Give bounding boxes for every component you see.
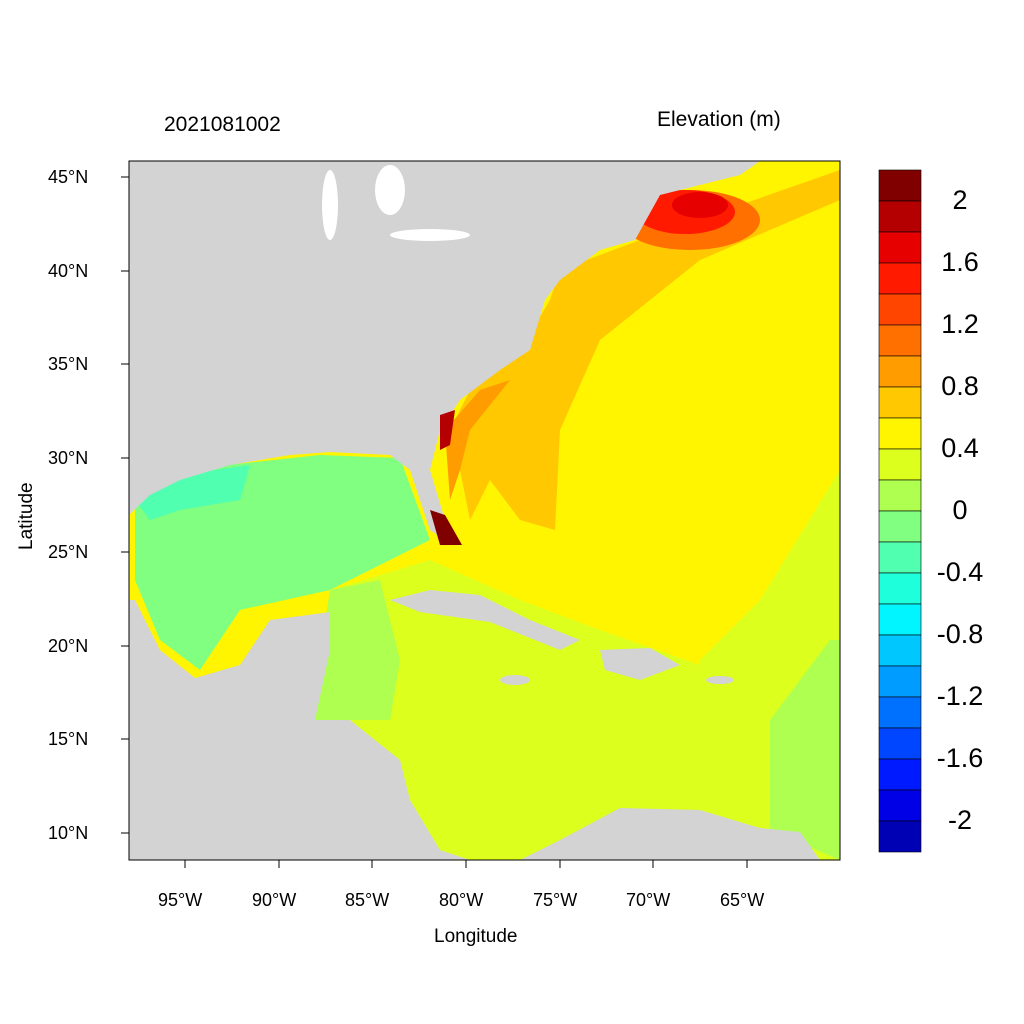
- colorbar-swatch: [878, 448, 922, 481]
- land: [129, 161, 820, 860]
- colorbar-swatch: [878, 665, 922, 698]
- colorbar-swatch: [878, 758, 922, 791]
- x-tick-label: 85°W: [345, 890, 390, 910]
- lake-erie: [390, 229, 470, 241]
- colorbar-swatch: [878, 386, 922, 419]
- y-tick-label: 25°N: [48, 542, 89, 562]
- lakes: [322, 165, 470, 241]
- x-tick-label: 90°W: [252, 890, 297, 910]
- land-cuba: [390, 590, 580, 650]
- x-tick-label: 75°W: [533, 890, 578, 910]
- y-tick-marks: [121, 176, 129, 834]
- y-axis-label: Latitude: [16, 482, 37, 550]
- x-tick-label: 95°W: [158, 890, 203, 910]
- florida-surge-high: [430, 510, 462, 545]
- east-caribbean-field: [770, 640, 840, 860]
- y-tick-label: 45°N: [48, 167, 89, 187]
- land-puerto-rico: [706, 676, 734, 684]
- y-tick-label: 20°N: [48, 636, 89, 656]
- colorbar-swatch: [878, 510, 922, 543]
- y-tick-label: 10°N: [48, 823, 89, 843]
- gulf-shelf-field: [135, 465, 250, 520]
- colorbar-swatch: [878, 541, 922, 574]
- land-south-america: [520, 808, 820, 860]
- caribbean-west-field: [310, 580, 400, 720]
- land-mexico-central-america: [129, 600, 470, 860]
- x-tick-marks: [184, 860, 748, 868]
- colorbar: [878, 169, 922, 853]
- coastal-band-field: [450, 170, 840, 530]
- gulf-of-maine-core: [672, 192, 728, 218]
- colorbar-label: -1.2: [936, 681, 984, 711]
- carolina-surge-high: [440, 410, 455, 450]
- colorbar-label: 1.6: [941, 247, 979, 277]
- colorbar-swatch: [878, 820, 922, 853]
- colorbar-swatch: [878, 634, 922, 667]
- colorbar-swatch: [878, 603, 922, 636]
- colorbar-swatch: [878, 696, 922, 729]
- gulf-field: [135, 455, 430, 670]
- colorbar-swatch: [878, 231, 922, 264]
- y-tick-label: 30°N: [48, 448, 89, 468]
- colorbar-label: 0: [952, 495, 968, 525]
- colorbar-label: 0.4: [941, 433, 979, 463]
- x-axis-label: Longitude: [434, 926, 518, 947]
- colorbar-label: -2: [947, 805, 972, 835]
- x-tick-label: 65°W: [720, 890, 765, 910]
- variable-title: Elevation (m): [657, 108, 781, 131]
- colorbar-swatch: [878, 262, 922, 295]
- colorbar-swatch: [878, 169, 922, 202]
- y-tick-label: 40°N: [48, 261, 89, 281]
- plot-frame: [128, 160, 841, 861]
- lake-huron: [375, 165, 405, 215]
- x-tick-label: 70°W: [626, 890, 671, 910]
- colorbar-swatch: [878, 324, 922, 357]
- land-north-america: [129, 161, 760, 545]
- colorbar-label: 2: [952, 185, 968, 215]
- colorbar-swatch: [878, 789, 922, 822]
- x-tick-label: 80°W: [439, 890, 484, 910]
- colorbar-swatch: [878, 200, 922, 233]
- colorbar-label: 0.8: [941, 371, 979, 401]
- lake-michigan: [322, 170, 338, 240]
- colorbar-swatch: [878, 417, 922, 450]
- colorbar-swatch: [878, 572, 922, 605]
- coastal-orange-field: [445, 380, 510, 500]
- caribbean-field: [310, 560, 800, 860]
- colorbar-swatch: [878, 479, 922, 512]
- colorbar-swatch: [878, 727, 922, 760]
- colorbar-label: 1.2: [941, 309, 979, 339]
- date-stamp: 2021081002: [164, 113, 281, 136]
- colorbar-label: -0.8: [936, 619, 984, 649]
- colorbar-swatch: [878, 293, 922, 326]
- land-jamaica: [500, 675, 530, 685]
- y-tick-label: 15°N: [48, 729, 89, 749]
- y-tick-label: 35°N: [48, 354, 89, 374]
- colorbar-swatch: [878, 355, 922, 388]
- colorbar-label: -1.6: [936, 743, 984, 773]
- colorbar-label: -0.4: [936, 557, 984, 587]
- land-hispaniola: [600, 648, 680, 680]
